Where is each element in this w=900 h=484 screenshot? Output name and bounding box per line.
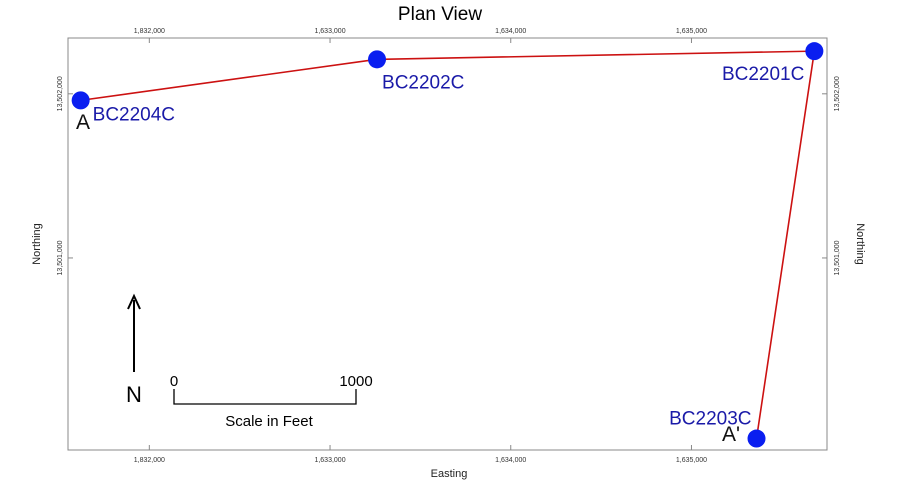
y-tick-label-left: 13,502,000	[57, 76, 64, 111]
scale-bar-end: 1000	[339, 373, 372, 390]
x-tick-label-bottom: 1,634,000	[495, 457, 526, 464]
y-axis-label-right: Northing	[854, 223, 866, 265]
axis-ticks: 1,832,000 1,832,000 1,633,000 1,633,000 1,63…	[57, 28, 841, 464]
x-axis-label: Easting	[431, 468, 468, 480]
x-tick-label-bottom: 1,633,000	[314, 457, 345, 464]
scale-bar-line	[173, 389, 357, 405]
north-arrow: N	[126, 293, 142, 407]
borehole-label: BC2203C	[669, 409, 751, 430]
scale-bar-caption: Scale in Feet	[225, 413, 313, 430]
y-tick-label-right: 13,501,000	[834, 240, 841, 275]
x-tick-label-bottom: 1,635,000	[676, 457, 707, 464]
x-tick-label-bottom: 1,832,000	[134, 457, 165, 464]
borehole-points: BC2204C BC2202C BC2201C BC2203C	[71, 42, 824, 448]
y-tick-label-left: 13,501,000	[57, 240, 64, 275]
y-tick-label-right: 13,502,000	[834, 76, 841, 111]
borehole-marker	[805, 42, 824, 61]
borehole-marker	[747, 429, 766, 448]
x-tick-label-top: 1,634,000	[495, 28, 526, 35]
section-end-label: A'	[722, 423, 740, 446]
scale-bar-start: 0	[170, 373, 178, 390]
borehole-label: BC2204C	[93, 104, 175, 125]
plot-frame	[67, 37, 828, 451]
north-arrow-icon	[127, 293, 141, 310]
y-axis-label-left: Northing	[31, 223, 43, 265]
map-title: Plan View	[398, 4, 482, 25]
section-line	[80, 50, 816, 439]
x-tick-label-top: 1,633,000	[314, 28, 345, 35]
borehole-marker	[368, 50, 387, 69]
borehole-marker	[71, 91, 90, 110]
borehole-label: BC2201C	[722, 64, 804, 85]
north-arrow-label: N	[126, 382, 142, 407]
borehole-label: BC2202C	[382, 72, 464, 93]
scale-bar: 0 1000 Scale in Feet	[170, 373, 373, 430]
x-tick-label-top: 1,635,000	[676, 28, 707, 35]
x-tick-label-top: 1,832,000	[134, 28, 165, 35]
section-start-label: A	[76, 111, 90, 134]
